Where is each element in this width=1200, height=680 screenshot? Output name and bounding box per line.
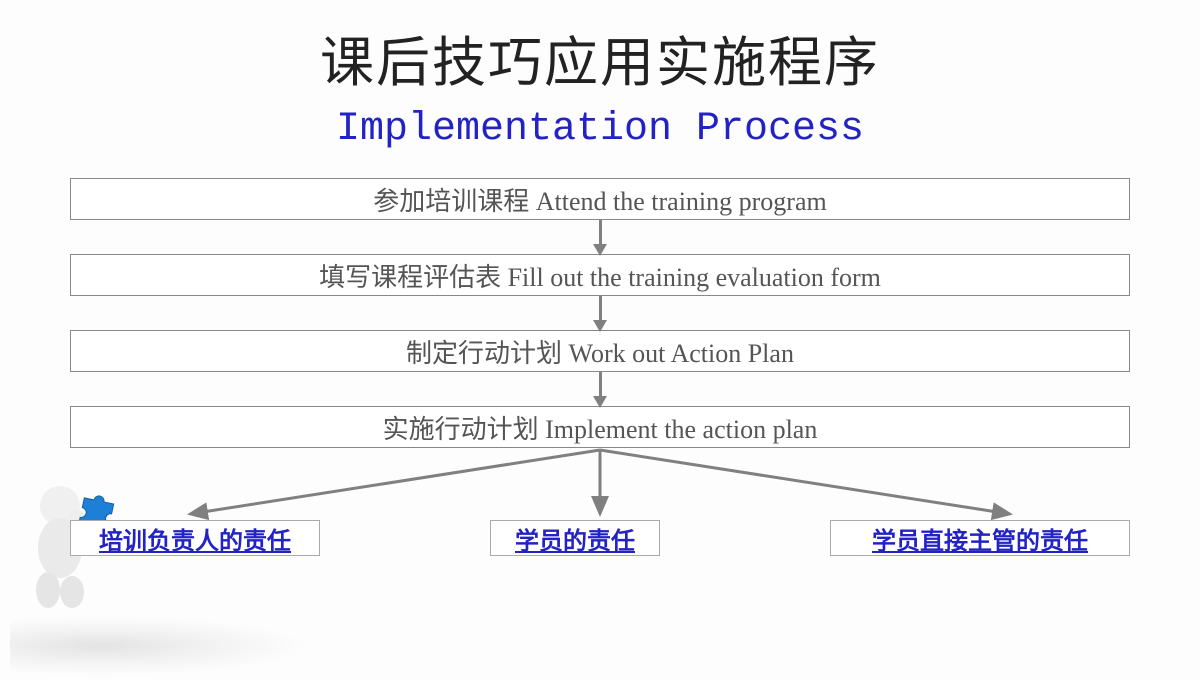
branch-arrow-1	[190, 450, 600, 514]
responsibility-link-1[interactable]: 培训负责人的责任	[70, 520, 320, 556]
title-english: Implementation Process	[0, 107, 1200, 152]
flow-step-3: 制定行动计划 Work out Action Plan	[70, 330, 1130, 372]
corner-shadow	[10, 616, 310, 676]
flow-step-1: 参加培训课程 Attend the training program	[70, 178, 1130, 220]
responsibility-link-3[interactable]: 学员直接主管的责任	[830, 520, 1130, 556]
flow-arrow-3	[0, 372, 1200, 406]
responsibility-link-2[interactable]: 学员的责任	[490, 520, 660, 556]
branch-arrow-3	[600, 450, 1010, 514]
responsibilities-row: 培训负责人的责任 学员的责任 学员直接主管的责任	[70, 520, 1130, 556]
figure-leg-left	[36, 572, 60, 608]
branch-arrows	[70, 448, 1130, 520]
flow-step-2: 填写课程评估表 Fill out the training evaluation…	[70, 254, 1130, 296]
figure-leg-right	[60, 576, 84, 608]
flow-arrow-2	[0, 296, 1200, 330]
flow-step-4: 实施行动计划 Implement the action plan	[70, 406, 1130, 448]
flow-arrow-1	[0, 220, 1200, 254]
title-chinese: 课后技巧应用实施程序	[0, 18, 1200, 97]
flowchart: 参加培训课程 Attend the training program 填写课程评估…	[0, 178, 1200, 448]
